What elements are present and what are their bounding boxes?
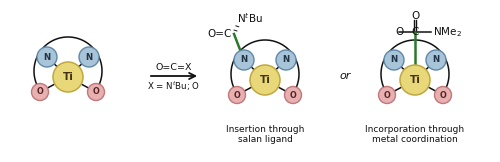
Text: N: N <box>44 52 51 62</box>
Text: salan ligand: salan ligand <box>238 135 292 145</box>
Text: O=C=X: O=C=X <box>156 63 192 72</box>
Text: N: N <box>240 56 248 64</box>
Text: Incorporation through: Incorporation through <box>366 126 464 134</box>
Circle shape <box>79 47 99 67</box>
Text: or: or <box>340 71 350 81</box>
Circle shape <box>88 83 104 100</box>
Text: Ti: Ti <box>62 72 74 82</box>
Circle shape <box>53 62 83 92</box>
Circle shape <box>32 83 48 100</box>
Text: O: O <box>92 87 100 97</box>
Circle shape <box>426 50 446 70</box>
Text: O: O <box>440 91 446 99</box>
Circle shape <box>276 50 296 70</box>
Text: O: O <box>36 87 44 97</box>
Circle shape <box>400 65 430 95</box>
Circle shape <box>37 47 57 67</box>
Text: O: O <box>395 27 403 37</box>
Circle shape <box>378 87 396 104</box>
Text: X = N$^t$Bu; O: X = N$^t$Bu; O <box>148 80 201 93</box>
Text: NMe$_2$: NMe$_2$ <box>433 25 462 39</box>
Circle shape <box>228 87 246 104</box>
Circle shape <box>434 87 452 104</box>
Text: N: N <box>86 52 92 62</box>
Text: Insertion through: Insertion through <box>226 126 304 134</box>
Text: O: O <box>411 11 419 21</box>
Circle shape <box>250 65 280 95</box>
Text: O: O <box>384 91 390 99</box>
Circle shape <box>284 87 302 104</box>
Text: N$^t$Bu: N$^t$Bu <box>237 11 263 25</box>
Text: N: N <box>432 56 440 64</box>
Text: Ti: Ti <box>260 75 270 85</box>
Text: O: O <box>290 91 296 99</box>
Text: metal coordination: metal coordination <box>372 135 458 145</box>
Text: C: C <box>412 27 418 37</box>
Circle shape <box>234 50 254 70</box>
Circle shape <box>384 50 404 70</box>
Text: O=C: O=C <box>208 29 232 39</box>
Text: N: N <box>282 56 290 64</box>
Text: Ti: Ti <box>410 75 420 85</box>
Text: N: N <box>390 56 398 64</box>
Text: O: O <box>234 91 240 99</box>
